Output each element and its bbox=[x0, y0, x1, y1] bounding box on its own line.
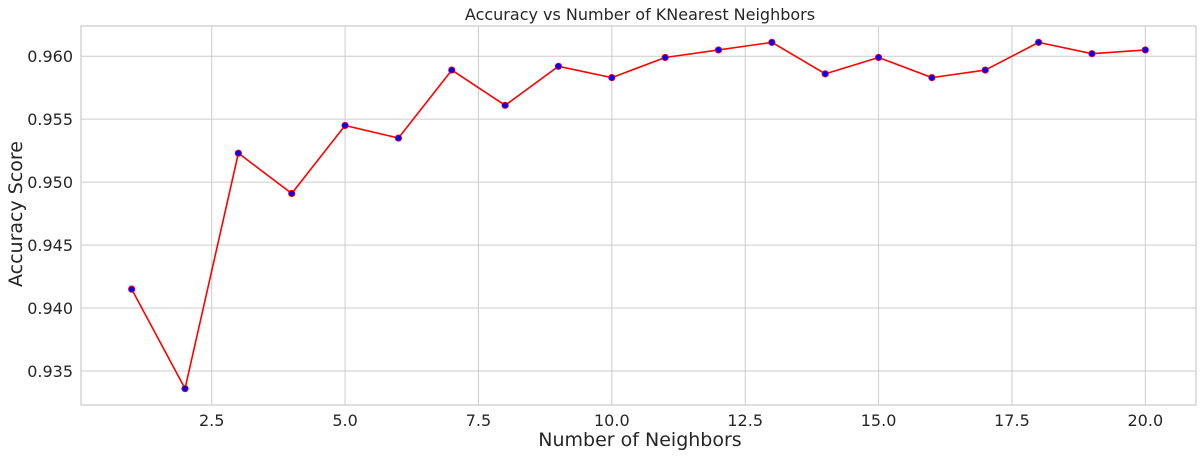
series-points bbox=[128, 38, 1149, 393]
y-tick-label: 0.940 bbox=[27, 299, 73, 318]
data-point bbox=[341, 121, 349, 130]
data-point bbox=[234, 149, 242, 157]
data-point bbox=[714, 46, 723, 54]
y-axis-label: Accuracy Score bbox=[5, 141, 27, 287]
y-tick-label: 0.945 bbox=[27, 236, 73, 255]
data-point bbox=[1141, 46, 1149, 54]
chart-title: Accuracy vs Number of KNearest Neighbors bbox=[465, 5, 815, 24]
data-point bbox=[394, 134, 403, 142]
plot-frame bbox=[80, 25, 1197, 406]
grid bbox=[81, 26, 1196, 405]
data-point bbox=[128, 285, 136, 293]
data-point bbox=[554, 62, 563, 70]
x-tick-label: 7.5 bbox=[466, 411, 491, 430]
data-point bbox=[768, 38, 776, 46]
data-point bbox=[821, 70, 829, 78]
data-point bbox=[874, 53, 883, 62]
y-tick-label: 0.955 bbox=[27, 110, 73, 129]
x-tick-label: 5.0 bbox=[332, 411, 357, 430]
y-tick-label: 0.950 bbox=[27, 173, 73, 192]
y-axis-ticks: 0.935 0.940 0.945 0.950 0.955 0.960 bbox=[27, 47, 73, 381]
data-point bbox=[501, 101, 509, 109]
x-axis-ticks: 2.5 5.0 7.5 10.0 12.5 15.0 17.5 20.0 bbox=[199, 411, 1163, 430]
data-point bbox=[181, 385, 189, 393]
data-point bbox=[928, 74, 936, 82]
x-tick-label: 17.5 bbox=[994, 411, 1030, 430]
series-lines bbox=[130, 41, 1146, 390]
data-point bbox=[661, 53, 669, 62]
y-tick-label: 0.935 bbox=[27, 362, 73, 381]
data-point bbox=[288, 189, 296, 198]
data-point bbox=[1035, 38, 1043, 46]
x-tick-label: 2.5 bbox=[199, 411, 224, 430]
x-axis-label: Number of Neighbors bbox=[538, 429, 741, 451]
y-tick-label: 0.960 bbox=[27, 47, 73, 66]
data-point bbox=[1088, 50, 1096, 58]
x-tick-label: 10.0 bbox=[594, 411, 630, 430]
data-point bbox=[981, 66, 989, 74]
data-point bbox=[448, 66, 456, 74]
x-tick-label: 12.5 bbox=[727, 411, 763, 430]
data-point bbox=[608, 74, 616, 82]
series-line bbox=[130, 41, 1146, 390]
x-tick-label: 15.0 bbox=[861, 411, 897, 430]
x-tick-label: 20.0 bbox=[1128, 411, 1164, 430]
